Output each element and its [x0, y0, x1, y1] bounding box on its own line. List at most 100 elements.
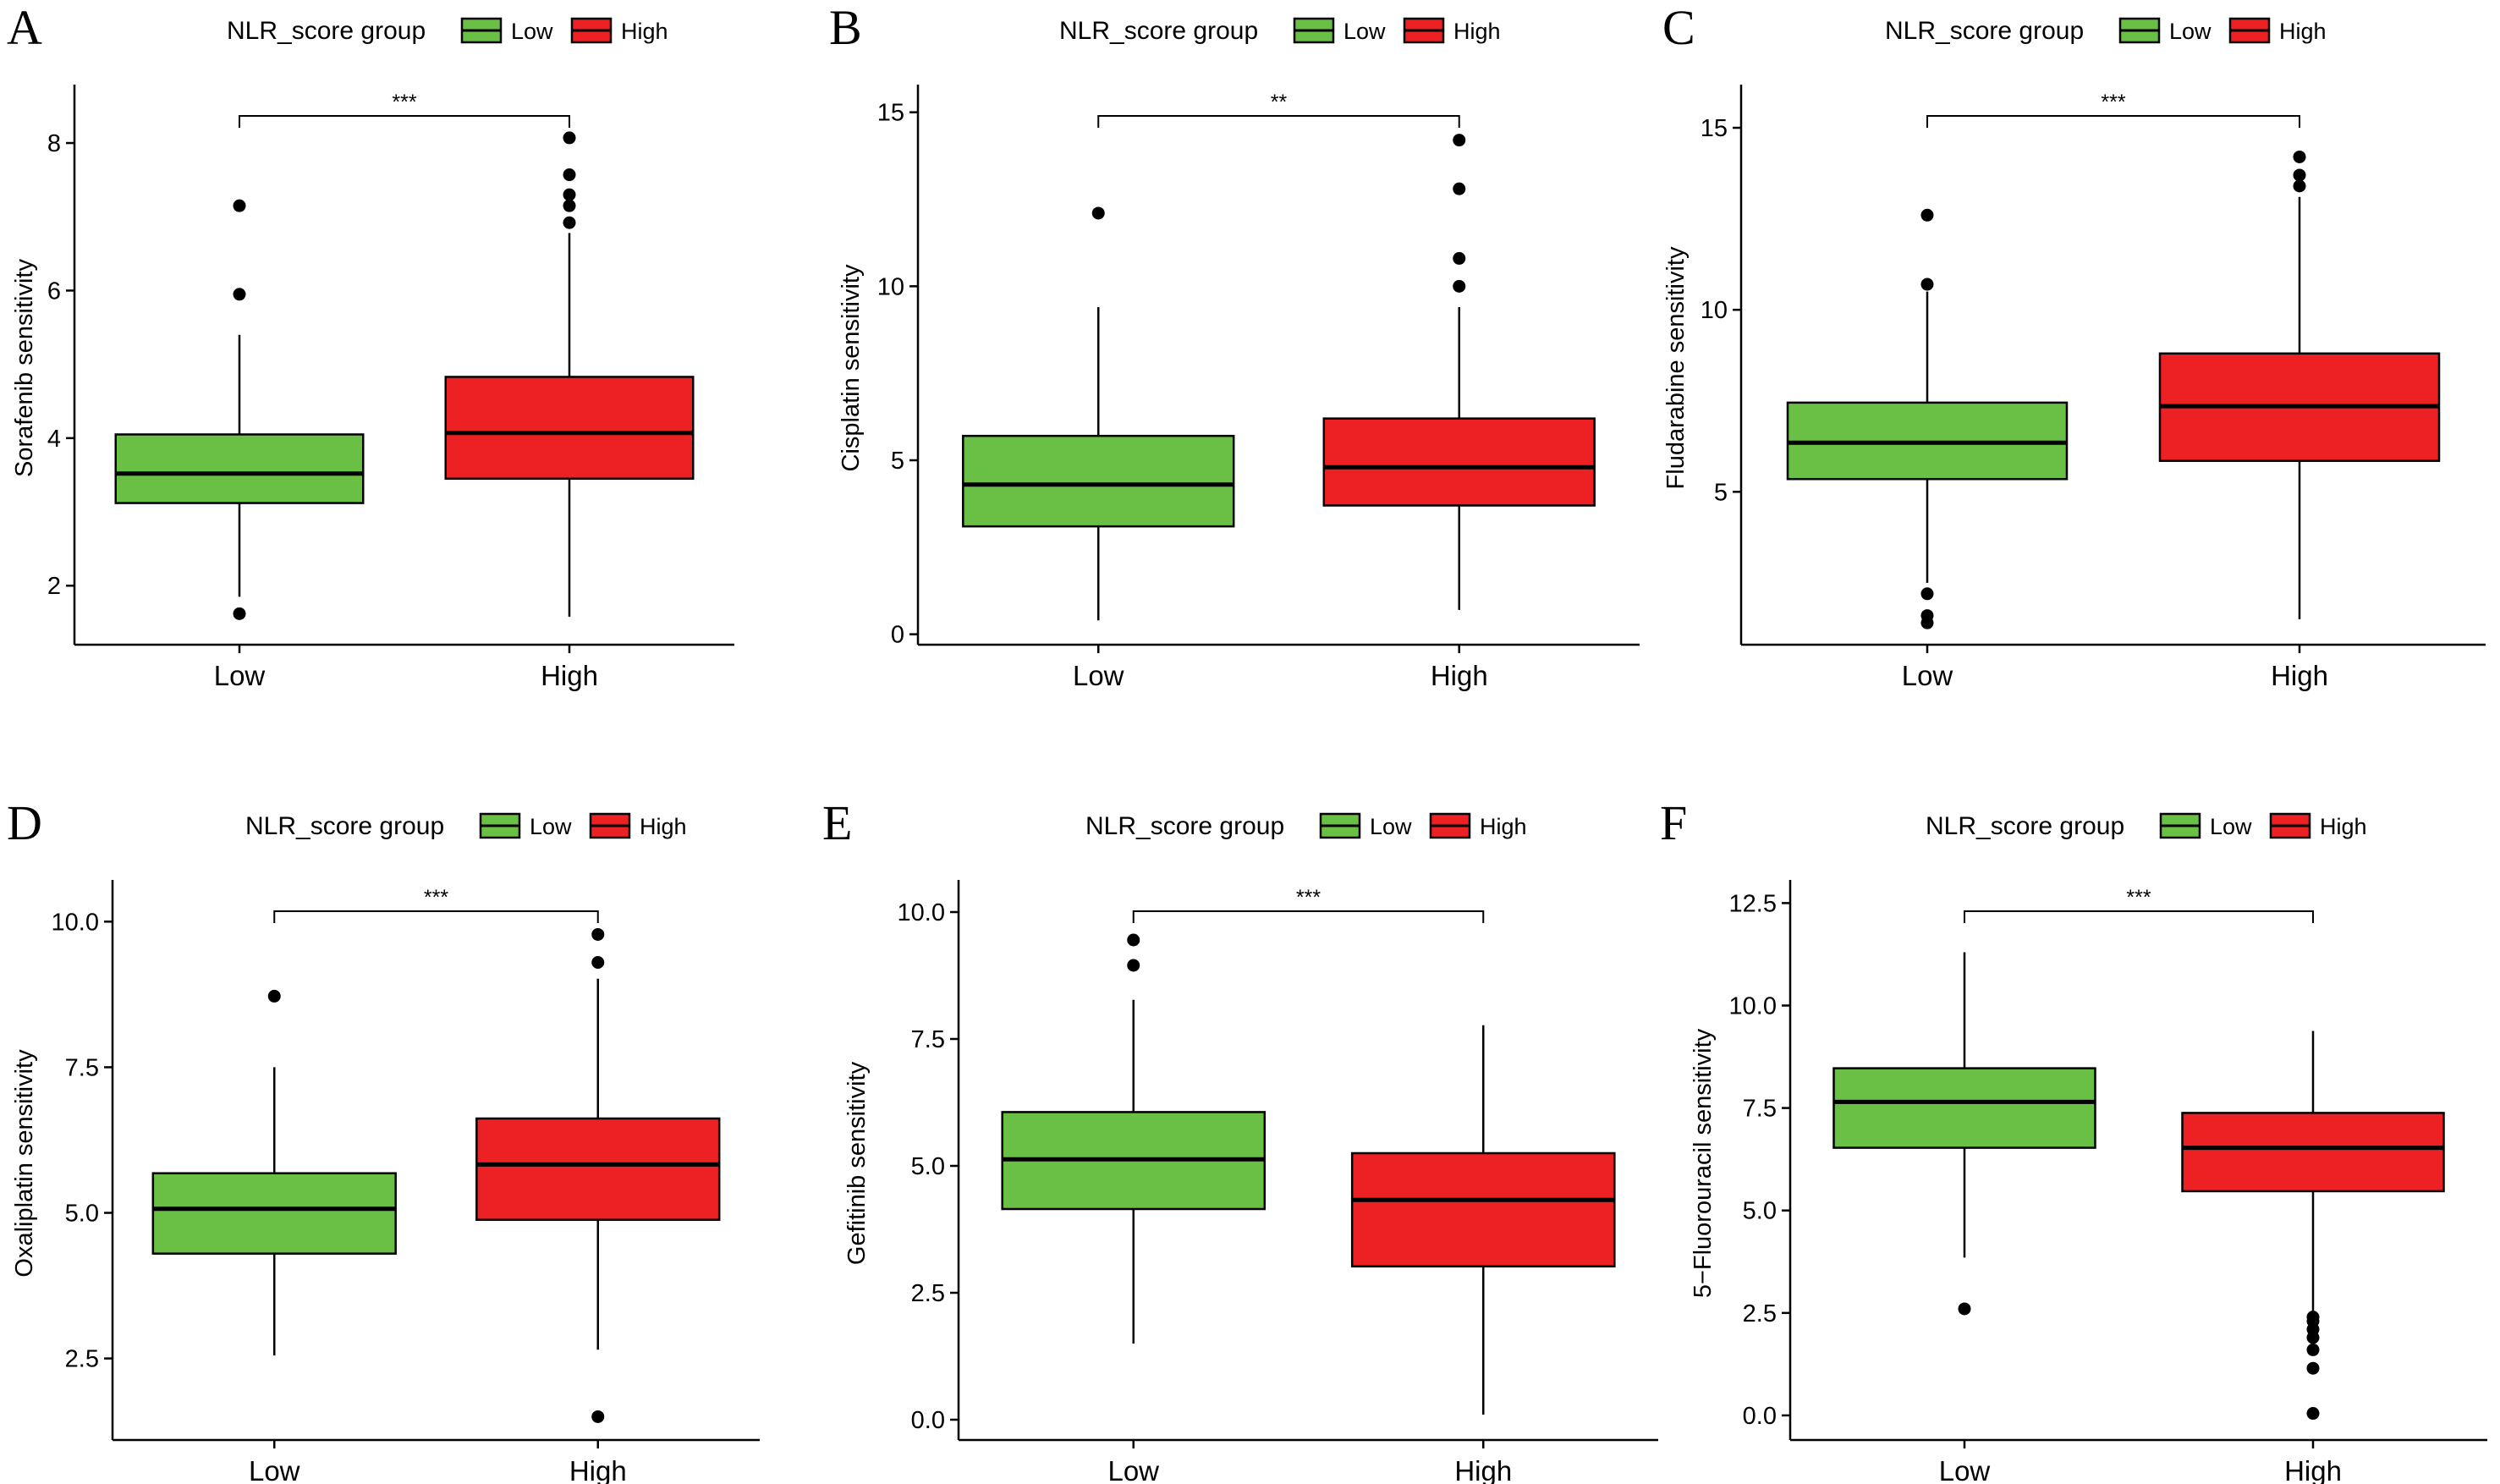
panel-letter: A [7, 0, 42, 55]
y-tick-label: 2.5 [65, 1346, 99, 1373]
panel-letter: F [1660, 795, 1687, 850]
box-iqr [1832, 1067, 2096, 1149]
significance-bracket [239, 115, 570, 128]
outlier-point [1127, 959, 1140, 972]
legend: NLR_score group Low High [1059, 17, 1501, 45]
box-low [1001, 933, 1266, 1344]
box-high [1350, 1025, 1616, 1415]
box-high [2181, 1031, 2445, 1421]
y-tick-label: 8 [47, 130, 61, 157]
y-tick-label: 7.5 [1743, 1096, 1777, 1123]
outlier-point [1920, 609, 1934, 623]
outlier-point [2293, 150, 2306, 163]
x-tick-label: High [541, 660, 598, 691]
box-low [962, 206, 1235, 621]
outlier-point [1453, 251, 1466, 265]
outlier-point [2306, 1311, 2320, 1324]
significance-bracket [273, 910, 599, 923]
legend: NLR_score group Low High [227, 17, 668, 45]
legend-label-high: High [2279, 19, 2327, 44]
legend-label-high: High [640, 814, 687, 839]
y-tick-label: 10.0 [52, 909, 99, 936]
box-iqr [1322, 417, 1596, 507]
outlier-point [1453, 279, 1466, 293]
legend-label-high: High [2320, 814, 2367, 839]
y-tick-label: 0.0 [1743, 1403, 1777, 1430]
legend-title: NLR_score group [1885, 17, 2084, 45]
legend-label-high: High [1453, 19, 1501, 44]
x-tick-label: Low [1939, 1455, 1991, 1484]
outlier-point [563, 131, 576, 145]
y-tick-label: 12.5 [1729, 890, 1777, 917]
box-iqr [1350, 1151, 1616, 1268]
box-iqr [475, 1117, 721, 1222]
outlier-point [2306, 1361, 2320, 1375]
outlier-point [563, 216, 576, 229]
y-tick-label: 5.0 [911, 1153, 945, 1180]
outlier-point [2293, 179, 2306, 193]
y-tick-label: 10.0 [1729, 992, 1777, 1020]
x-tick-label: Low [1073, 660, 1124, 691]
legend: NLR_score group Low High [245, 812, 687, 840]
legend: NLR_score group Low High [1926, 812, 2367, 840]
outlier-point [563, 188, 576, 201]
panel-d: D NLR_score group Low High 2.5 5.0 7.5 10.0 Oxal… [7, 795, 760, 1484]
significance-bracket [1132, 910, 1485, 923]
box-low [114, 199, 365, 620]
box-high [444, 131, 695, 617]
y-tick-label: 2 [47, 573, 61, 600]
box-iqr [2181, 1112, 2445, 1193]
y-tick-label: 15 [877, 100, 904, 127]
legend-title: NLR_score group [1059, 17, 1258, 45]
outlier-point [1920, 587, 1934, 601]
outlier-point [267, 989, 281, 1003]
y-tick-label: 15 [1701, 115, 1728, 142]
outlier-point [233, 288, 246, 301]
significance-label: *** [392, 91, 416, 114]
x-tick-label: Low [1107, 1455, 1159, 1484]
box-iqr [962, 434, 1235, 528]
legend-label-low: Low [1370, 814, 1412, 839]
y-tick-label: 10.0 [898, 899, 945, 926]
panel-letter: D [7, 795, 42, 850]
outlier-point [591, 955, 605, 969]
y-tick-label: 7.5 [911, 1026, 945, 1053]
outlier-point [591, 927, 605, 941]
panel-letter: C [1662, 0, 1695, 55]
panel-f: F NLR_score group Low High 0.0 2.5 5.0 7.5 10.0 1… [1660, 795, 2487, 1484]
y-axis-title: Sorafenib sensitivity [11, 259, 38, 477]
legend-label-low: Low [530, 814, 572, 839]
panel-a: A NLR_score group Low High 2 4 6 8 Sorafenib sen… [7, 0, 734, 691]
significance-label: *** [2101, 91, 2125, 114]
y-tick-label: 2.5 [1743, 1300, 1777, 1327]
significance-bracket [1097, 115, 1460, 128]
x-tick-label: High [569, 1455, 627, 1484]
legend-title: NLR_score group [1926, 812, 2124, 840]
legend: NLR_score group Low High [1885, 17, 2327, 45]
x-tick-label: High [2284, 1455, 2342, 1484]
box-high [1322, 134, 1596, 610]
y-tick-label: 5 [1714, 479, 1728, 506]
outlier-point [2306, 1343, 2320, 1356]
outlier-point [233, 607, 246, 620]
y-tick-label: 10 [1701, 297, 1728, 324]
y-tick-label: 5.0 [1743, 1198, 1777, 1225]
outlier-point [1920, 208, 1934, 222]
significance-label: *** [1296, 886, 1321, 910]
x-tick-label: Low [249, 1455, 300, 1484]
box-iqr [114, 433, 365, 504]
panel-c: C NLR_score group Low High 5 10 15 Fludarabine … [1662, 0, 2486, 691]
box-low [1786, 208, 2069, 629]
y-tick-label: 4 [47, 426, 61, 453]
outlier-point [2306, 1407, 2320, 1421]
outlier-point [1453, 182, 1466, 195]
box-high [2158, 150, 2441, 619]
y-tick-label: 5.0 [65, 1201, 99, 1228]
box-low [1832, 952, 2096, 1316]
y-tick-label: 5 [891, 448, 904, 475]
legend: NLR_score group Low High [1085, 812, 1527, 840]
outlier-point [563, 168, 576, 182]
x-tick-label: Low [214, 660, 266, 691]
box-iqr [151, 1172, 397, 1255]
